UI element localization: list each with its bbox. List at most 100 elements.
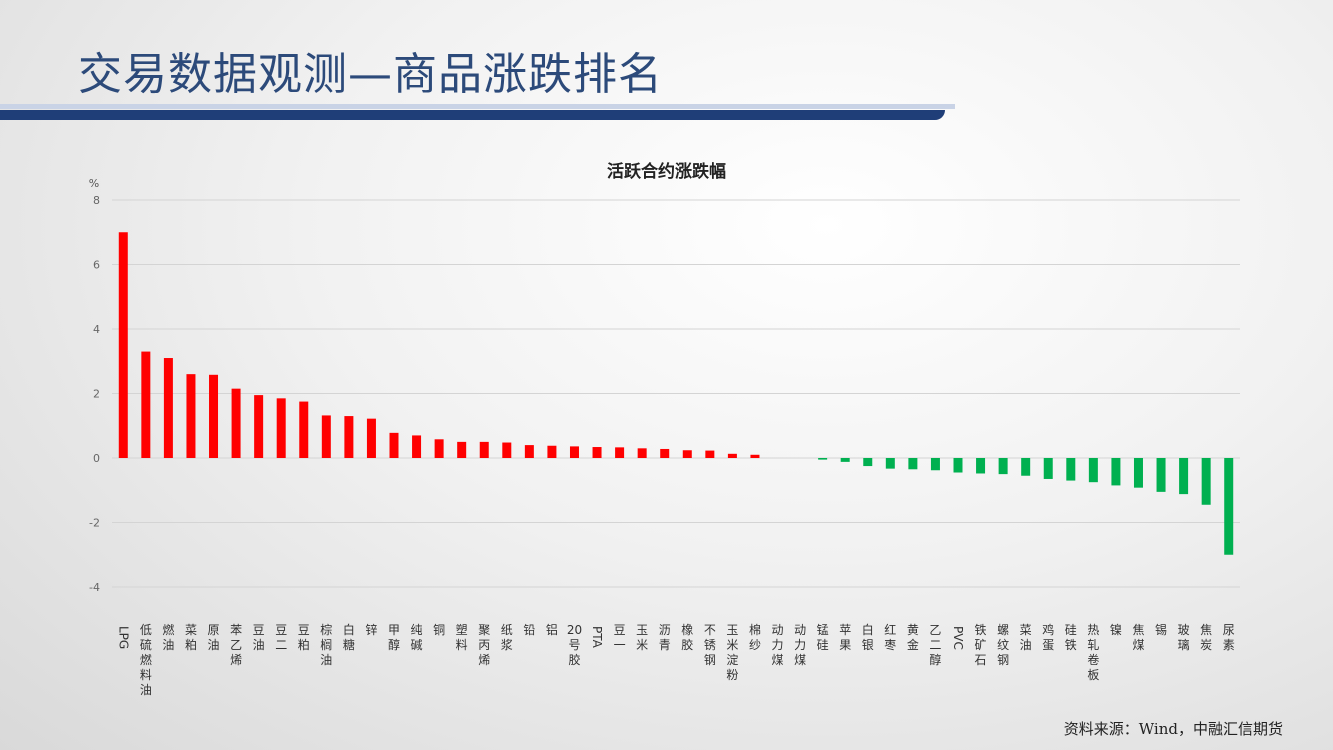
bar	[457, 441, 467, 458]
x-tick-label: 白银	[862, 622, 874, 652]
x-tick-label: 焦炭	[1200, 623, 1212, 652]
bar	[930, 458, 940, 471]
bar	[1133, 458, 1143, 488]
bar	[141, 351, 151, 458]
x-tick-label: 螺纹钢	[997, 623, 1009, 667]
x-tick-label: 尿素	[1223, 623, 1235, 652]
bar	[118, 232, 128, 458]
bar	[1088, 458, 1098, 483]
bar	[750, 454, 760, 458]
bar	[1156, 458, 1166, 492]
x-tick-label: 铅	[523, 623, 535, 637]
x-tick-label: 白糖	[343, 622, 355, 652]
x-tick-label: 棉纱	[749, 623, 761, 652]
x-tick-label: PTA	[590, 626, 604, 649]
bar	[727, 453, 737, 458]
x-tick-label: 聚丙烯	[478, 623, 490, 667]
bar	[885, 458, 895, 469]
title-underline-bar	[0, 110, 945, 120]
x-tick-label: 棕榈油	[320, 622, 332, 667]
x-tick-label: 镍	[1110, 623, 1122, 637]
x-tick-label: 低硫燃料油	[140, 623, 152, 697]
x-tick-label: 燃油	[162, 622, 174, 652]
x-tick-label: 动力煤	[772, 623, 784, 667]
y-tick-label: 0	[93, 452, 100, 465]
x-tick-label: 红枣	[884, 622, 896, 652]
x-tick-label: 锌	[365, 623, 377, 637]
bar	[1201, 458, 1211, 505]
x-tick-label: 焦煤	[1132, 623, 1144, 652]
bar	[209, 374, 219, 458]
bar	[231, 388, 241, 458]
bar	[660, 448, 670, 458]
x-tick-label: 豆一	[614, 623, 626, 652]
x-tick-label: 锰硅	[817, 622, 829, 652]
x-tick-label: 塑料	[456, 622, 468, 652]
bar	[592, 447, 602, 458]
bar	[479, 441, 489, 458]
x-tick-label: 硅铁	[1065, 623, 1077, 652]
bar	[1066, 458, 1076, 481]
bar	[569, 446, 579, 458]
bar	[908, 458, 918, 470]
x-tick-label: 乙二醇	[929, 623, 941, 667]
title-underline-light	[0, 104, 955, 109]
bar	[1179, 458, 1189, 495]
y-tick-label: 8	[93, 194, 100, 207]
bar	[299, 401, 309, 458]
x-tick-label: 不锈钢	[704, 623, 716, 667]
x-tick-label: 黄金	[907, 623, 919, 652]
x-tick-label: 豆油	[253, 623, 265, 652]
y-tick-label: 6	[93, 259, 100, 272]
bar	[502, 442, 512, 458]
bar	[705, 450, 715, 458]
bar	[276, 398, 286, 458]
x-tick-label: 沥青	[659, 623, 671, 652]
bar	[976, 458, 986, 474]
bar	[637, 448, 647, 458]
bar	[434, 439, 444, 458]
x-tick-label: LPG	[116, 626, 130, 649]
bar	[1021, 458, 1031, 476]
x-tick-label: 菜油	[1020, 623, 1032, 652]
bar	[863, 458, 873, 467]
x-tick-label: 玻璃	[1178, 623, 1190, 652]
bar	[254, 395, 264, 458]
x-tick-label: 20 号胶	[567, 623, 582, 667]
y-tick-label: 2	[93, 388, 100, 401]
bar	[389, 432, 399, 458]
bar	[1224, 458, 1234, 555]
chart-title: 活跃合约涨跌幅	[607, 162, 726, 182]
x-tick-label: 苹果	[839, 623, 851, 652]
x-tick-label: 铜	[433, 622, 445, 637]
bar	[1111, 458, 1121, 486]
source-note: 资料来源：Wind，中融汇信期货	[1063, 720, 1283, 738]
y-axis-unit: %	[89, 177, 99, 190]
x-tick-label: 动力煤	[794, 623, 806, 667]
bar	[163, 358, 173, 458]
x-tick-label: 玉米	[636, 623, 648, 652]
x-tick-label: 甲醇	[388, 623, 400, 652]
x-tick-label: 铝	[546, 622, 558, 637]
x-tick-label: 纸浆	[501, 623, 513, 652]
bar	[1043, 458, 1053, 479]
x-tick-label: 锡	[1155, 622, 1167, 637]
bar	[998, 458, 1008, 475]
bar	[682, 450, 692, 458]
x-tick-label: 纯碱	[411, 623, 423, 652]
page-title: 交易数据观测—商品涨跌排名	[78, 49, 663, 100]
x-tick-label: 豆二	[275, 623, 287, 652]
x-tick-label: 菜粕	[185, 623, 197, 652]
x-tick-label: 铁矿石	[975, 623, 987, 667]
y-tick-label: -2	[89, 517, 100, 530]
x-tick-label: 玉米淀粉	[726, 623, 738, 682]
bar	[547, 445, 557, 458]
x-tick-label: 原油	[208, 623, 220, 652]
x-tick-label: 豆粕	[298, 623, 310, 652]
y-tick-label: 4	[93, 323, 100, 336]
y-tick-label: -4	[89, 581, 100, 594]
bar	[412, 435, 422, 458]
bar	[840, 458, 850, 462]
bar	[818, 458, 828, 460]
